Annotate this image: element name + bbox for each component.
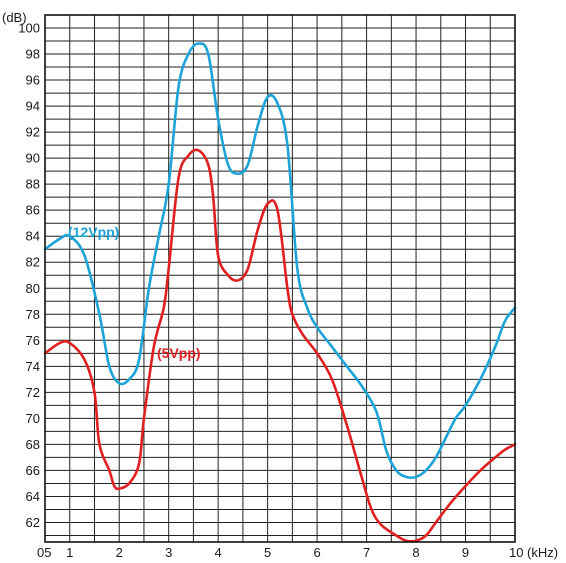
plot-border [44, 14, 516, 543]
x-unit-label: (kHz) [527, 545, 558, 560]
x-tick-label: 10 [509, 545, 523, 560]
y-tick-label: 100 [18, 21, 40, 36]
y-tick-label: 64 [26, 489, 40, 504]
y-tick-label: 62 [26, 515, 40, 530]
y-tick-label: 92 [26, 125, 40, 140]
grid [45, 15, 515, 542]
x-tick-label: 05 [37, 545, 51, 560]
y-tick-label: 76 [26, 333, 40, 348]
y-tick-label: 82 [26, 255, 40, 270]
y-tick-label: 72 [26, 385, 40, 400]
x-tick-label: 8 [412, 545, 419, 560]
y-tick-label: 88 [26, 177, 40, 192]
y-tick-label: 84 [26, 229, 40, 244]
y-tick-label: 80 [26, 281, 40, 296]
x-tick-label: 6 [313, 545, 320, 560]
y-tick-label: 66 [26, 463, 40, 478]
curves [43, 42, 517, 543]
series-label-12vpp: (12Vpp) [68, 224, 119, 240]
y-tick-label: 78 [26, 307, 40, 322]
y-tick-label: 68 [26, 437, 40, 452]
y-tick-label: 70 [26, 411, 40, 426]
x-tick-label: 1 [66, 545, 73, 560]
x-tick-label: 5 [264, 545, 271, 560]
y-tick-label: 94 [26, 99, 40, 114]
x-axis-ticks: 05 1 2 3 4 5 6 7 8 9 10 [37, 545, 523, 560]
y-tick-label: 74 [26, 359, 40, 374]
x-tick-label: 3 [165, 545, 172, 560]
x-tick-label: 4 [215, 545, 222, 560]
y-axis-ticks: 100 98 96 94 92 90 88 86 84 82 80 78 76 74 72 70 68 66 64 6… [18, 21, 40, 530]
x-tick-label: 2 [116, 545, 123, 560]
series-line-5vpp [43, 148, 517, 543]
y-tick-label: 86 [26, 203, 40, 218]
y-tick-label: 96 [26, 73, 40, 88]
y-unit-label: (dB) [2, 10, 27, 25]
x-tick-label: 9 [462, 545, 469, 560]
y-tick-label: 90 [26, 151, 40, 166]
series-label-5vpp: (5Vpp) [157, 345, 201, 361]
series-line-12vpp [43, 42, 517, 480]
x-tick-label: 7 [363, 545, 370, 560]
y-tick-label: 98 [26, 47, 40, 62]
